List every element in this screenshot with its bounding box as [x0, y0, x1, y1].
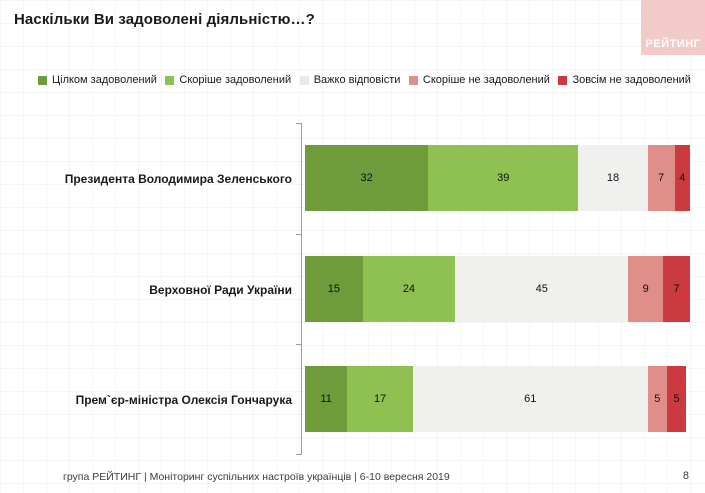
segment-value: 7	[673, 283, 680, 295]
segment-value: 11	[320, 393, 332, 405]
stacked-bar: 15 24 45 9 7	[305, 256, 690, 322]
page-number: 8	[682, 470, 689, 482]
legend-label: Скоріше не задоволений	[422, 74, 550, 86]
segment-value: 7	[658, 172, 665, 184]
bar-segment: 17	[347, 366, 413, 432]
legend-swatch-icon	[408, 75, 418, 85]
segment-value: 17	[373, 393, 387, 405]
bar-segment: 4	[674, 145, 690, 211]
legend-label: Скоріше задоволений	[179, 74, 292, 86]
segment-value: 4	[679, 172, 686, 184]
axis-tick	[296, 123, 302, 124]
source-note: група РЕЙТИНГ | Моніторинг суспільних на…	[63, 471, 450, 483]
bar-segment: 18	[578, 145, 648, 211]
bar-segment: 45	[455, 256, 629, 322]
stacked-bar: 11 17 61 5 5	[305, 366, 690, 432]
bar-segment: 24	[362, 256, 456, 322]
bar-segment: 5	[666, 366, 687, 432]
segment-value: 39	[497, 172, 510, 184]
segment-value: 15	[327, 283, 340, 295]
legend-swatch-icon	[38, 75, 47, 85]
axis-tick	[296, 454, 302, 455]
segment-value: 45	[535, 283, 548, 295]
bar-segment: 32	[305, 145, 429, 211]
segment-value: 5	[673, 393, 680, 405]
segment-value: 5	[654, 393, 661, 405]
legend-item: Зовсім не задоволений	[558, 74, 691, 86]
stacked-bar: 32 39 18 7 4	[305, 145, 690, 211]
bar-segment: 11	[305, 366, 348, 432]
legend-label: Зовсім не задоволений	[572, 74, 691, 86]
category-axis-line	[301, 123, 302, 455]
category-label: Верховної Ради України	[149, 282, 292, 297]
bar-row: Президента Володимира Зеленського 32 39 18 7…	[0, 123, 705, 234]
chart-area: Президента Володимира Зеленського 32 39 18 7…	[0, 123, 705, 455]
legend: Цілком задоволений Скоріше задоволений Важ…	[38, 72, 691, 88]
segment-value: 9	[642, 283, 649, 295]
bar-segment: 7	[647, 145, 675, 211]
legend-swatch-icon	[165, 75, 175, 85]
bar-segment: 7	[663, 256, 690, 322]
bar-row: Верховної Ради України 15 24 45 9 7	[0, 234, 705, 345]
legend-item: Скоріше задоволений	[165, 74, 291, 86]
bar-segment: 61	[412, 366, 648, 432]
legend-item: Цілком задоволений	[38, 74, 157, 86]
bar-segment: 39	[428, 145, 579, 211]
legend-swatch-icon	[558, 75, 568, 85]
legend-item: Важко відповісти	[299, 74, 401, 86]
category-label: Президента Володимира Зеленського	[64, 171, 292, 186]
segment-value: 24	[402, 283, 416, 295]
bar-segment: 15	[305, 256, 363, 322]
segment-value: 18	[606, 172, 620, 184]
axis-tick	[296, 234, 302, 235]
legend-swatch-icon	[299, 75, 309, 85]
legend-label: Важко відповісти	[313, 74, 401, 86]
bar-row: Прем`єр-міністра Олексія Гончарука 11 17 61…	[0, 344, 705, 455]
chart-title: Наскільки Ви задоволені діяльністю…?	[14, 11, 315, 28]
segment-value: 61	[524, 393, 537, 405]
rating-logo-text: РЕЙТИНГ	[645, 38, 701, 50]
bar-segment: 9	[628, 256, 664, 322]
segment-value: 32	[360, 172, 373, 184]
category-label: Прем`єр-міністра Олексія Гончарука	[75, 392, 292, 407]
legend-label: Цілком задоволений	[52, 74, 157, 86]
bar-segment: 5	[647, 366, 667, 432]
rating-logo: РЕЙТИНГ	[641, 0, 705, 55]
legend-item: Скоріше не задоволений	[408, 74, 550, 86]
axis-tick	[296, 344, 302, 345]
